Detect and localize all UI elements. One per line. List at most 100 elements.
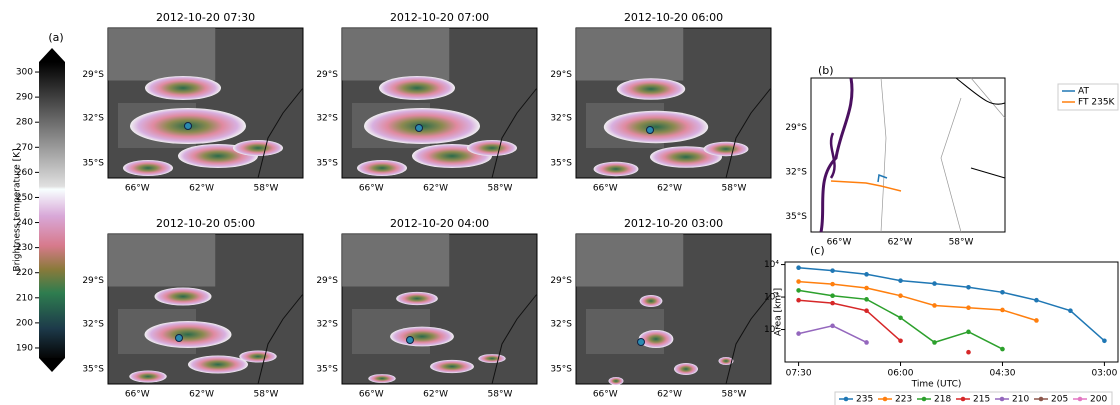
legend-marker (921, 396, 927, 402)
track-point (175, 334, 183, 342)
point (1000, 290, 1005, 295)
map-title: 2012-10-20 03:00 (624, 217, 723, 230)
point (864, 285, 869, 291)
track-at (877, 173, 888, 183)
point (864, 297, 869, 302)
cloud-system (650, 146, 722, 168)
lat-label: 29°S (82, 70, 104, 80)
point (830, 300, 835, 306)
map-title: 2012-10-20 04:00 (390, 217, 489, 230)
coastline (829, 132, 836, 179)
track-point (415, 124, 423, 132)
lon-label: 58°W (949, 238, 974, 248)
lon-label: 58°W (488, 390, 513, 400)
legend-label: 205 (1051, 395, 1068, 405)
point (796, 265, 801, 271)
colorbar-tick-label: 290 (16, 93, 33, 103)
track-point (646, 126, 654, 134)
point (1034, 297, 1039, 303)
cloud-system (593, 161, 639, 177)
lat-label: 32°S (550, 114, 572, 124)
x-axis-label: Time (UTC) (911, 380, 962, 390)
map-cloud (342, 234, 450, 287)
track-ft (830, 180, 902, 192)
colorbar-tick-label: 280 (16, 118, 33, 128)
colorbar (39, 62, 65, 358)
border (725, 87, 772, 179)
point (796, 297, 801, 303)
lat-label: 32°S (316, 320, 338, 330)
lat-label: 35°S (316, 159, 338, 169)
point (1000, 346, 1005, 352)
point (898, 278, 903, 283)
y-tick-label: 10² (764, 325, 779, 335)
colorbar-tick-label: 270 (16, 143, 33, 153)
legend-marker (882, 396, 888, 402)
lon-label: 66°W (125, 390, 150, 400)
legend-marker (1077, 396, 1083, 402)
lon-label: 58°W (254, 184, 279, 194)
cloud-system (430, 359, 474, 374)
cloud-system (396, 291, 438, 306)
border (257, 87, 304, 179)
cloud-system (639, 295, 663, 307)
point (830, 268, 835, 273)
lat-label: 32°S (550, 320, 572, 330)
map-cloud (108, 28, 216, 81)
lat-label: 35°S (785, 212, 807, 222)
track-point (406, 336, 414, 344)
map-title: 2012-10-20 07:00 (390, 11, 489, 24)
point (898, 338, 903, 344)
cloud-system (154, 287, 212, 306)
lon-label: 66°W (593, 184, 618, 194)
lat-label: 29°S (550, 276, 572, 286)
y-axis-label: Area [km²] (774, 288, 784, 336)
lat-label: 32°S (316, 114, 338, 124)
lon-label: 62°W (888, 238, 913, 248)
cloud-system (357, 160, 407, 176)
legend-marker (960, 396, 966, 402)
legend-label: 215 (973, 395, 990, 405)
point (864, 340, 869, 345)
cloud-system (603, 110, 709, 144)
legend-label: 223 (895, 395, 912, 405)
series-line (798, 280, 1037, 322)
point (966, 349, 971, 355)
series-line (798, 325, 867, 344)
lon-label: 62°W (423, 390, 448, 400)
lat-label: 32°S (785, 167, 807, 177)
legend-box (834, 391, 1113, 405)
map-cloud (108, 234, 216, 287)
x-tick-label: 07:30 (786, 369, 812, 379)
map-panel (107, 233, 304, 385)
lon-label: 58°W (488, 184, 513, 194)
cloud-system (233, 140, 283, 156)
panel-label: (b) (818, 64, 834, 77)
legend-marker (999, 396, 1005, 402)
border (491, 87, 538, 179)
border (257, 293, 304, 385)
lat-label: 32°S (82, 114, 104, 124)
border (725, 293, 772, 385)
legend-label: 235 (856, 395, 873, 405)
map-title: 2012-10-20 06:00 (624, 11, 723, 24)
legend-label: FT 235K (1078, 98, 1116, 108)
colorbar-tick-label: 250 (16, 193, 33, 203)
legend-label: 210 (1012, 395, 1029, 405)
lon-label: 62°W (657, 390, 682, 400)
lat-label: 35°S (316, 365, 338, 375)
lon-label: 62°W (189, 184, 214, 194)
colorbar-tick-label: 300 (16, 68, 33, 78)
coastline (819, 77, 854, 233)
lon-label: 66°W (359, 390, 384, 400)
cloud-system (129, 370, 167, 383)
legend-label: 218 (934, 395, 951, 405)
point (830, 281, 835, 287)
cloud-system (379, 76, 455, 100)
point (966, 284, 971, 290)
cloud-system (144, 321, 232, 348)
lat-label: 29°S (550, 70, 572, 80)
map-panel (341, 233, 538, 385)
y-tick-label: 10³ (764, 293, 779, 303)
point (1102, 338, 1107, 344)
